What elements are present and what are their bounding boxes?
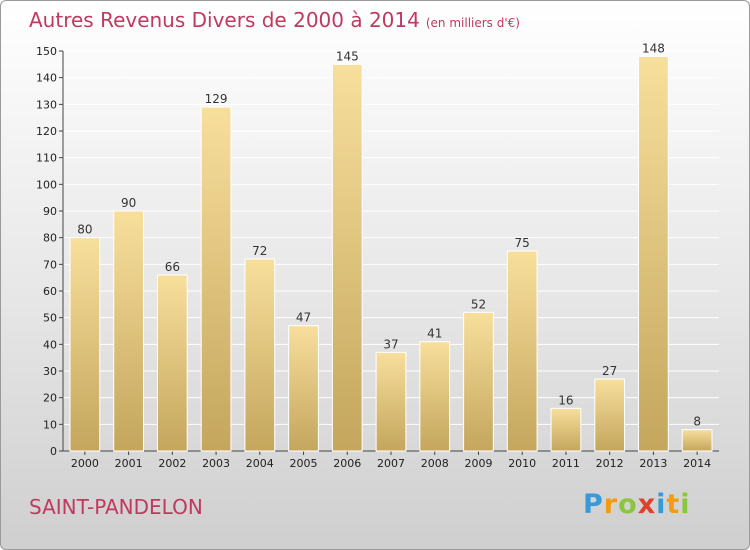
x-tick-label: 2012 bbox=[596, 457, 624, 470]
bar bbox=[463, 311, 494, 452]
bar bbox=[550, 407, 582, 452]
logo-letter: i bbox=[656, 489, 667, 520]
data-label: 145 bbox=[336, 49, 359, 63]
y-tick-label: 100 bbox=[36, 178, 57, 191]
data-label: 27 bbox=[602, 364, 617, 378]
chart-title-text: Autres Revenus Divers de 2000 à 2014 bbox=[29, 8, 420, 32]
x-tick-label: 2000 bbox=[71, 457, 99, 470]
y-tick-label: 10 bbox=[43, 418, 57, 431]
bar bbox=[375, 351, 407, 452]
logo-letter: o bbox=[618, 489, 638, 520]
chart-subtitle: (en milliers d'€) bbox=[425, 16, 520, 30]
y-tick-label: 90 bbox=[43, 205, 57, 218]
data-label: 148 bbox=[642, 41, 665, 55]
bar bbox=[288, 325, 319, 452]
bar bbox=[419, 341, 451, 452]
data-label: 41 bbox=[427, 327, 442, 341]
data-label: 52 bbox=[471, 297, 486, 311]
commune-label: SAINT-PANDELON bbox=[29, 495, 203, 519]
x-tick-label: 2009 bbox=[464, 457, 492, 470]
logo-letter: r bbox=[603, 489, 619, 520]
x-tick-label: 2014 bbox=[683, 457, 711, 470]
y-tick-label: 40 bbox=[43, 338, 57, 351]
bar bbox=[156, 274, 188, 452]
x-tick-label: 2013 bbox=[639, 457, 667, 470]
bar bbox=[69, 237, 101, 452]
logo-letter: t bbox=[666, 489, 681, 520]
y-tick-label: 20 bbox=[43, 392, 57, 405]
data-label: 72 bbox=[252, 244, 267, 258]
y-tick-label: 130 bbox=[36, 98, 57, 111]
data-label: 129 bbox=[205, 92, 228, 106]
bar bbox=[113, 210, 144, 452]
y-tick-label: 120 bbox=[36, 125, 57, 138]
y-tick-label: 140 bbox=[36, 72, 57, 85]
data-label: 80 bbox=[77, 223, 92, 237]
data-label: 90 bbox=[121, 196, 136, 210]
proxiti-logo[interactable]: Proxiti bbox=[583, 489, 691, 520]
data-label: 8 bbox=[693, 415, 701, 429]
labels: 0 10 20 30 40 50 60 70 80 90 100 110 120 130 140 150 80 2… bbox=[36, 41, 711, 470]
logo-letter: x bbox=[637, 489, 657, 520]
x-tick-label: 2006 bbox=[333, 457, 361, 470]
logo-letter: i bbox=[680, 489, 691, 520]
y-tick-label: 30 bbox=[43, 365, 57, 378]
y-tick-label: 70 bbox=[43, 258, 57, 271]
data-label: 37 bbox=[383, 337, 398, 351]
x-tick-label: 2001 bbox=[115, 457, 143, 470]
bar bbox=[244, 258, 276, 452]
bar bbox=[200, 106, 232, 452]
data-label: 16 bbox=[558, 393, 573, 407]
x-tick-label: 2011 bbox=[552, 457, 580, 470]
x-tick-label: 2003 bbox=[202, 457, 230, 470]
data-label: 47 bbox=[296, 311, 311, 325]
x-tick-label: 2005 bbox=[290, 457, 318, 470]
data-label: 75 bbox=[515, 236, 530, 250]
bar bbox=[331, 63, 363, 452]
y-tick-label: 150 bbox=[36, 45, 57, 58]
y-tick-label: 60 bbox=[43, 285, 57, 298]
chart-title: Autres Revenus Divers de 2000 à 2014 (en … bbox=[29, 8, 520, 32]
x-tick-label: 2010 bbox=[508, 457, 536, 470]
x-tick-label: 2002 bbox=[158, 457, 186, 470]
bar bbox=[638, 55, 669, 452]
x-tick-label: 2004 bbox=[246, 457, 274, 470]
x-tick-label: 2007 bbox=[377, 457, 405, 470]
y-tick-label: 110 bbox=[36, 152, 57, 165]
bars bbox=[69, 55, 713, 452]
y-tick-label: 50 bbox=[43, 312, 57, 325]
bar bbox=[681, 429, 713, 452]
logo-letter: P bbox=[583, 489, 604, 520]
bar bbox=[594, 378, 626, 452]
y-tick-label: 0 bbox=[50, 445, 57, 458]
data-label: 66 bbox=[165, 260, 180, 274]
bar bbox=[506, 250, 538, 452]
y-tick-label: 80 bbox=[43, 232, 57, 245]
x-tick-label: 2008 bbox=[421, 457, 449, 470]
